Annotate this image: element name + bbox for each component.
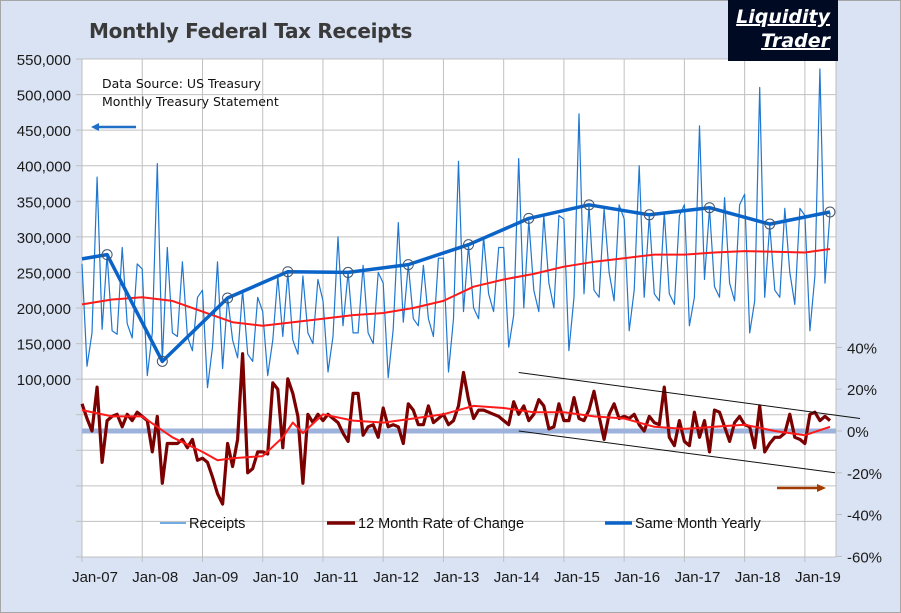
y-right-tick-label: -60% [847,549,882,566]
y-left-tick-label: 100,000 [17,372,71,389]
y-right-tick-label: 0% [847,424,869,441]
legend-label: Same Month Yearly [635,516,761,532]
trend-channel-line [518,430,836,474]
x-tick-label: Jan-12 [373,569,419,586]
same-month-marker [583,199,595,211]
y-left-tick-label: 300,000 [17,230,71,247]
same-month-marker [824,206,836,218]
legend-label: Receipts [189,516,245,532]
x-tick-label: Jan-18 [735,569,781,586]
same-month-marker [101,249,113,261]
same-month-marker [643,209,655,221]
same-month-marker [156,355,168,367]
y-right-tick-label: 20% [847,382,877,399]
x-tick-label: Jan-09 [193,569,239,586]
x-tick-label: Jan-13 [434,569,480,586]
x-tick-label: Jan-14 [494,569,540,586]
x-tick-label: Jan-08 [132,569,178,586]
same-month-marker [463,239,475,251]
x-tick-label: Jan-07 [72,569,118,586]
x-tick-label: Jan-11 [314,569,359,586]
y-left-tick-label: 450,000 [17,123,71,140]
same-month-marker [764,218,776,230]
legend-label: 12 Month Rate of Change [358,516,524,532]
y-left-tick-label: 500,000 [17,88,71,105]
same-month-marker [402,259,414,271]
same-month-marker [704,202,715,214]
x-tick-label: Jan-15 [554,569,600,586]
series-rate-average-line [81,404,831,462]
x-tick-label: Jan-16 [614,569,660,586]
y-right-tick-label: -20% [847,466,882,483]
y-left-tick-label: 400,000 [17,159,71,176]
y-left-tick-label: 150,000 [17,337,71,354]
y-left-tick-label: 350,000 [17,194,71,211]
series-receipts-line [81,68,831,389]
y-right-tick-label: -40% [847,508,882,525]
x-tick-label: Jan-19 [795,569,841,586]
x-tick-label: Jan-10 [253,569,299,586]
chart-title: Monthly Federal Tax Receipts [89,19,413,43]
series-receipts-average-line [81,248,831,327]
same-month-marker [282,266,294,278]
arrow-head-left-icon [91,123,99,131]
same-month-marker [222,292,234,304]
y-left-tick-label: 200,000 [17,301,71,318]
y-left-tick-label: 550,000 [17,52,71,69]
series-same-month-yearly-line [81,203,831,364]
arrow-head-right-icon [817,484,826,492]
y-right-tick-label: 40% [847,340,877,357]
same-month-marker [342,266,354,278]
data-source-note: Data Source: US Treasury [102,76,262,91]
trend-channel-line [518,371,861,419]
data-source-note: Monthly Treasury Statement [102,94,279,109]
x-tick-label: Jan-17 [674,569,720,586]
liquidity-trader-logo: Liquidity Trader [728,0,838,61]
series-rate-of-change-line [80,352,832,506]
same-month-marker [523,212,535,224]
y-left-tick-label: 250,000 [17,265,71,282]
